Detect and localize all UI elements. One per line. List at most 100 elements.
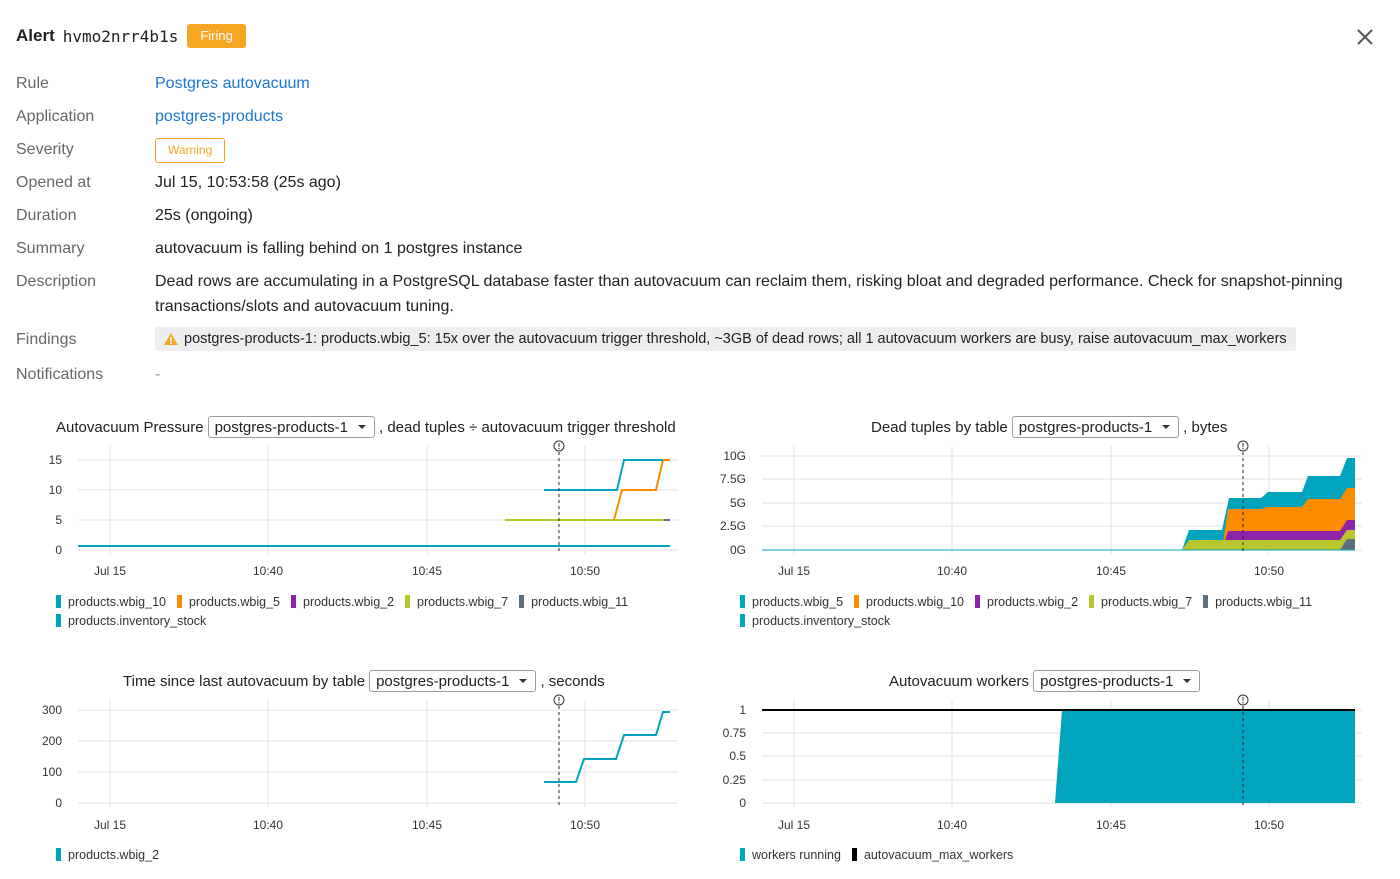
legend-item[interactable]: products.wbig_2 bbox=[975, 592, 1078, 611]
legend-time-since: products.wbig_2 bbox=[56, 845, 676, 864]
chart-plot-pressure: 15 10 5 0 Jul 15 10:40 10:45 10:50 bbox=[49, 440, 678, 578]
caret-down-icon bbox=[1162, 425, 1171, 429]
legend-item[interactable]: products.wbig_10 bbox=[854, 592, 964, 611]
x-tick: 10:50 bbox=[1254, 564, 1284, 578]
description-value: Dead rows are accumulating in a PostgreS… bbox=[155, 273, 1343, 315]
legend-item[interactable]: workers running bbox=[740, 845, 841, 864]
instance-select[interactable]: postgres-products-1 bbox=[1011, 416, 1180, 438]
opened-at-label: Opened at bbox=[16, 174, 91, 191]
finding-text: postgres-products-1: products.wbig_5: 15… bbox=[184, 331, 1287, 347]
alert-marker-icon[interactable] bbox=[1237, 440, 1249, 452]
legend-item[interactable]: products.wbig_5 bbox=[176, 592, 280, 611]
description-label: Description bbox=[16, 273, 97, 290]
description-row: Description Dead rows are accumulating i… bbox=[16, 269, 1383, 319]
summary-row: Summary autovacuum is falling behind on … bbox=[16, 236, 522, 261]
instance-select[interactable]: postgres-products-1 bbox=[369, 670, 537, 692]
chart-title-workers: Autovacuum workers postgres-products-1 bbox=[889, 670, 1204, 692]
y-tick: 1 bbox=[739, 703, 746, 717]
notifications-row: Notifications - bbox=[16, 362, 160, 387]
legend-item[interactable]: products.inventory_stock bbox=[740, 611, 890, 630]
y-tick: 0.25 bbox=[723, 773, 747, 787]
finding-chip: postgres-products-1: products.wbig_5: 15… bbox=[155, 327, 1296, 351]
chart-title-pressure: Autovacuum Pressure postgres-products-1 … bbox=[56, 416, 676, 438]
chart-title-text: Autovacuum Pressure bbox=[56, 418, 204, 436]
y-tick: 2.5G bbox=[720, 519, 746, 533]
area-wbig-11 bbox=[1340, 539, 1355, 550]
x-tick: 10:50 bbox=[1254, 818, 1284, 832]
legend-item[interactable]: products.wbig_2 bbox=[291, 592, 394, 611]
application-label: Application bbox=[16, 108, 95, 125]
series-wbig-10 bbox=[544, 459, 663, 491]
caret-down-icon bbox=[1183, 679, 1192, 683]
x-tick: 10:45 bbox=[1096, 564, 1126, 578]
series-wbig-2 bbox=[544, 711, 670, 783]
legend-item[interactable]: autovacuum_max_workers bbox=[851, 845, 1013, 864]
y-tick: 0G bbox=[730, 543, 746, 557]
legend-item[interactable]: products.wbig_11 bbox=[1203, 592, 1312, 611]
chart-autovacuum-pressure: Autovacuum Pressure postgres-products-1 … bbox=[0, 416, 700, 636]
alert-marker-icon[interactable] bbox=[553, 440, 565, 452]
legend-item[interactable]: products.wbig_11 bbox=[519, 592, 628, 611]
alert-marker-icon[interactable] bbox=[1237, 694, 1249, 706]
chart-title-time-since: Time since last autovacuum by table post… bbox=[123, 670, 605, 692]
x-tick: 10:40 bbox=[937, 564, 967, 578]
chart-plot-workers: 1 0.75 0.5 0.25 0 Jul 15 10:40 10:45 10:… bbox=[723, 694, 1362, 832]
x-tick: 10:45 bbox=[412, 564, 442, 578]
legend-item[interactable]: products.wbig_7 bbox=[1089, 592, 1192, 611]
rule-row: Rule Postgres autovacuum bbox=[16, 71, 310, 96]
y-tick: 100 bbox=[42, 765, 62, 779]
alert-header: Alert hvmo2nrr4b1s Firing bbox=[16, 22, 246, 50]
x-tick: 10:45 bbox=[1096, 818, 1126, 832]
area-wbig-7 bbox=[1182, 530, 1355, 550]
y-tick: 200 bbox=[42, 734, 62, 748]
chart-time-since-autovacuum: Time since last autovacuum by table post… bbox=[0, 670, 700, 870]
y-tick: 0.75 bbox=[723, 726, 747, 740]
chart-autovacuum-workers: Autovacuum workers postgres-products-1 1… bbox=[700, 670, 1400, 870]
findings-label: Findings bbox=[16, 331, 77, 348]
duration-label: Duration bbox=[16, 207, 77, 224]
legend-item[interactable]: products.wbig_10 bbox=[56, 592, 166, 611]
alert-title-word: Alert bbox=[16, 26, 55, 45]
y-tick: 0 bbox=[739, 796, 746, 810]
y-tick: 0.5 bbox=[729, 749, 746, 763]
y-tick: 7.5G bbox=[720, 472, 746, 486]
x-tick: 10:50 bbox=[570, 564, 600, 578]
y-tick: 5G bbox=[730, 496, 746, 510]
chart-title-text: Dead tuples by table bbox=[871, 418, 1008, 436]
legend-item[interactable]: products.inventory_stock bbox=[56, 611, 206, 630]
x-tick: 10:45 bbox=[412, 818, 442, 832]
chart-title-text: Autovacuum workers bbox=[889, 672, 1030, 690]
application-link[interactable]: postgres-products bbox=[155, 108, 284, 125]
x-tick: 10:40 bbox=[253, 564, 283, 578]
close-button[interactable] bbox=[1352, 24, 1378, 50]
severity-label: Severity bbox=[16, 141, 74, 158]
chart-title-dead-tuples: Dead tuples by table postgres-products-1… bbox=[871, 416, 1227, 438]
legend-item[interactable]: products.wbig_5 bbox=[740, 592, 843, 611]
application-row: Application postgres-products bbox=[16, 104, 283, 129]
duration-value: 25s (ongoing) bbox=[155, 207, 253, 224]
chart-title-suffix: , bytes bbox=[1183, 418, 1228, 436]
legend-workers: workers running autovacuum_max_workers bbox=[740, 845, 1360, 864]
rule-link[interactable]: Postgres autovacuum bbox=[155, 75, 310, 92]
legend-item[interactable]: products.wbig_2 bbox=[56, 845, 159, 864]
alert-marker-icon[interactable] bbox=[553, 694, 565, 706]
legend-item[interactable]: products.wbig_7 bbox=[405, 592, 508, 611]
x-tick: Jul 15 bbox=[778, 818, 810, 832]
y-tick: 300 bbox=[42, 703, 62, 717]
severity-badge: Warning bbox=[155, 138, 226, 163]
y-tick: 10G bbox=[723, 449, 746, 463]
notifications-label: Notifications bbox=[16, 366, 104, 383]
warning-icon bbox=[164, 333, 178, 345]
chart-plot-dead-tuples: 10G 7.5G 5G 2.5G 0G Jul 15 10:40 10:45 1… bbox=[720, 440, 1362, 578]
legend-pressure: products.wbig_10 products.wbig_5 product… bbox=[56, 592, 676, 630]
instance-select[interactable]: postgres-products-1 bbox=[207, 416, 375, 438]
x-tick: 10:50 bbox=[570, 818, 600, 832]
status-badge: Firing bbox=[187, 24, 246, 48]
y-tick: 0 bbox=[55, 543, 62, 557]
alert-id: hvmo2nrr4b1s bbox=[62, 26, 179, 46]
instance-select[interactable]: postgres-products-1 bbox=[1033, 670, 1201, 692]
chart-title-text: Time since last autovacuum by table bbox=[123, 672, 366, 690]
caret-down-icon bbox=[519, 679, 528, 683]
chart-title-suffix: , seconds bbox=[540, 672, 605, 690]
duration-row: Duration 25s (ongoing) bbox=[16, 203, 253, 228]
